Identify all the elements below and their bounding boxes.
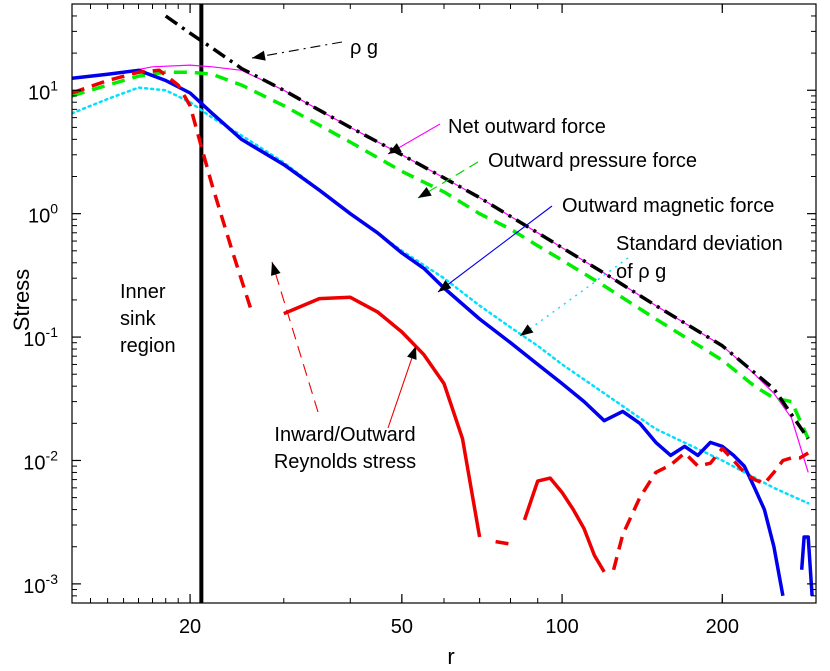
net-force-arrow-head [388, 143, 402, 154]
series-net-outward-force [72, 64, 809, 473]
plot-area [72, 4, 814, 603]
y-tick-base: 10 [23, 452, 45, 474]
y-tick-exponent: 0 [50, 201, 58, 217]
sink-region-label-line-2: region [120, 335, 176, 357]
y-tick-base: 10 [28, 82, 50, 104]
series-outward-magnetic-force [72, 68, 785, 597]
series-reynolds-stress-inward-late [611, 446, 810, 571]
series-group [72, 4, 814, 603]
y-tick-exponent: -2 [46, 447, 59, 463]
reynolds-label-line-0: Inward/Outward [274, 424, 415, 446]
pressure-arrow-head [418, 187, 432, 198]
x-tick-label: 20 [179, 616, 201, 638]
x-axis-label: r [447, 644, 454, 669]
x-tick-label: 50 [391, 616, 413, 638]
x-tick-label: 100 [545, 616, 578, 638]
reynolds-label-line-1: Reynolds stress [274, 451, 416, 473]
stddev-label-line-0: Standard deviation [616, 233, 783, 255]
y-tick-label: 10-2 [23, 447, 58, 474]
magnetic-arrow-head [438, 280, 452, 292]
reynolds-arrow-inward-head [271, 262, 281, 276]
y-tick-base: 10 [23, 576, 45, 598]
reynolds-arrow-outward-line [387, 345, 417, 429]
x-tick-label: 200 [706, 616, 739, 638]
magnetic-arrow-line [437, 205, 553, 293]
y-tick-label: 100 [28, 201, 58, 228]
reynolds-arrow-outward-head [407, 346, 417, 360]
series-standard-deviation-of-rho-g [72, 86, 810, 505]
rho-g-label-line-0: ρ g [350, 37, 378, 59]
stddev-label-line-1: of ρ g [616, 261, 666, 283]
series-reynolds-stress-outward-mid [283, 295, 482, 538]
stddev-arrow-head [520, 324, 534, 336]
y-tick-base: 10 [23, 329, 45, 351]
reynolds-arrow-inward-line [271, 261, 319, 413]
series-outward-pressure-force [72, 70, 810, 440]
y-tick-exponent: 1 [50, 77, 58, 93]
stddev-arrow-line [519, 257, 629, 337]
y-tick-exponent: -1 [46, 324, 59, 340]
y-tick-label: 10-1 [23, 324, 58, 351]
magnetic-label-line-0: Outward magnetic force [562, 195, 774, 217]
series-reynolds-stress-outward-late [522, 476, 606, 573]
pressure-arrow-line [417, 161, 479, 199]
net-force-label-line-0: Net outward force [448, 116, 606, 138]
rho-g-arrow-head [252, 50, 266, 61]
y-tick-base: 10 [28, 206, 50, 228]
y-tick-label: 10-3 [23, 571, 58, 598]
series-reynolds-stress-gap [495, 539, 511, 546]
y-axis-label: Stress [9, 269, 34, 331]
y-tick-label: 101 [28, 77, 58, 104]
series-rho-g [164, 14, 810, 440]
sink-region-label-line-1: sink [120, 308, 157, 330]
series-reynolds-stress-inward [72, 68, 253, 310]
sink-region-label-line-0: Inner [120, 281, 166, 303]
pressure-label-line-0: Outward pressure force [488, 150, 697, 172]
series-outward-magnetic-force-end [799, 535, 814, 596]
y-tick-exponent: -3 [46, 571, 59, 587]
rho-g-arrow-line [251, 41, 343, 59]
axes-box [71, 3, 817, 604]
annotations: ρ g Net outward force Outward pressure for… [120, 37, 783, 473]
